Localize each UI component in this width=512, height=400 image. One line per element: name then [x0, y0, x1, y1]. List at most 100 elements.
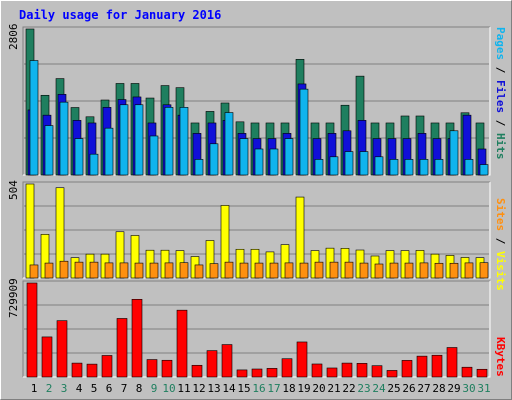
svg-text:Sites / Visits: Sites / Visits [494, 198, 507, 291]
pages-bar-day-14 [224, 112, 234, 176]
pages-bar-day-1 [29, 60, 39, 176]
x-tick-label-day-23: 23 [357, 382, 370, 395]
sites-bar-day-15 [239, 262, 249, 279]
pages-bar-day-16 [254, 148, 264, 176]
pages-bar-day-27 [419, 159, 429, 176]
pages-bar-day-10 [164, 107, 174, 176]
x-tick-label-day-5: 5 [91, 382, 98, 395]
kbytes-bar-day-6 [101, 355, 113, 378]
kbytes-bar-day-20 [311, 363, 323, 378]
kbytes-bar-day-14 [221, 344, 233, 378]
x-tick-label-day-19: 19 [297, 382, 310, 395]
x-tick-label-day-30: 30 [462, 382, 475, 395]
x-tick-label-day-7: 7 [121, 382, 128, 395]
sites-bar-day-24 [374, 263, 384, 279]
sites-bar-day-8 [134, 262, 144, 279]
legend-pages: Pages [494, 27, 507, 60]
sites-bar-day-5 [89, 261, 99, 279]
sites-bar-day-17 [269, 262, 279, 279]
x-tick-labels: 1 2 3 4 5 6 7 8 9 10 11 12 13 14 15 16 17 18 19 20 21 22 23 24 2… [31, 382, 491, 395]
pages-bar-day-18 [284, 138, 294, 176]
x-tick-label-day-27: 27 [417, 382, 430, 395]
pages-bar-day-17 [269, 148, 279, 176]
pages-bar-day-3 [59, 101, 69, 176]
sites-bar-day-29 [449, 262, 459, 279]
legend-files: Files [494, 80, 507, 113]
pages-bar-day-13 [209, 143, 219, 176]
panel3-ymax-label: 729909 [7, 278, 20, 318]
kbytes-bar-day-12 [191, 364, 203, 378]
pages-bar-day-21 [329, 156, 339, 176]
x-tick-label-day-10: 10 [162, 382, 175, 395]
pages-bar-day-7 [119, 104, 129, 176]
legend-kbytes: KBytes [494, 337, 507, 377]
x-tick-label-day-13: 13 [207, 382, 220, 395]
x-tick-label-day-18: 18 [282, 382, 295, 395]
sites-bar-day-31 [479, 262, 489, 279]
x-tick-label-day-6: 6 [106, 382, 113, 395]
sites-bar-day-11 [179, 262, 189, 279]
kbytes-bar-day-4 [71, 362, 83, 378]
pages-bar-day-26 [404, 159, 414, 176]
kbytes-bar-day-8 [131, 299, 143, 378]
pages-bar-day-30 [464, 159, 474, 176]
kbytes-bar-day-18 [281, 358, 293, 378]
x-tick-label-day-8: 8 [136, 382, 143, 395]
kbytes-bar-day-21 [326, 367, 338, 378]
x-tick-label-day-25: 25 [387, 382, 400, 395]
sites-bar-day-22 [344, 261, 354, 279]
x-tick-label-day-12: 12 [192, 382, 205, 395]
x-tick-label-day-4: 4 [76, 382, 83, 395]
legend-hits: Hits [494, 133, 507, 160]
kbytes-bar-day-3 [56, 320, 68, 378]
kbytes-bar-day-2 [41, 336, 53, 378]
kbytes-bar-day-30 [461, 366, 473, 378]
sites-bar-day-12 [194, 264, 204, 279]
sites-bar-day-16 [254, 262, 264, 279]
visits-bar-day-1 [25, 183, 35, 279]
sites-bar-day-19 [299, 262, 309, 279]
sites-bar-day-3 [59, 260, 69, 279]
pages-bar-day-11 [179, 107, 189, 176]
sites-bar-day-30 [464, 262, 474, 279]
x-tick-label-day-29: 29 [447, 382, 460, 395]
pages-bar-day-6 [104, 127, 114, 176]
x-tick-label-day-31: 31 [477, 382, 490, 395]
panel2-ymax-label: 504 [7, 180, 20, 200]
sites-bar-day-10 [164, 262, 174, 279]
x-tick-label-day-16: 16 [252, 382, 265, 395]
kbytes-bar-day-11 [176, 309, 188, 378]
kbytes-bar-day-31 [476, 368, 488, 378]
x-tick-label-day-22: 22 [342, 382, 355, 395]
kbytes-bar-day-5 [86, 363, 98, 378]
x-tick-label-day-2: 2 [46, 382, 53, 395]
pages-bar-day-5 [89, 153, 99, 176]
x-tick-label-day-26: 26 [402, 382, 415, 395]
sites-bar-day-2 [44, 262, 54, 279]
panel1-ymax-label: 2806 [7, 24, 20, 51]
legend-panel3: KBytes [494, 337, 507, 377]
x-tick-label-day-14: 14 [222, 382, 236, 395]
pages-bar-day-4 [74, 138, 84, 176]
x-tick-label-day-11: 11 [177, 382, 190, 395]
x-tick-label-day-24: 24 [372, 382, 386, 395]
x-tick-label-day-1: 1 [31, 382, 38, 395]
pages-bar-day-22 [344, 151, 354, 176]
kbytes-bar-day-28 [431, 354, 443, 378]
x-tick-label-day-9: 9 [151, 382, 158, 395]
kbytes-bar-day-22 [341, 362, 353, 378]
sites-bar-day-27 [419, 262, 429, 279]
legend-visits: Visits [494, 251, 507, 291]
kbytes-bar-day-24 [371, 365, 383, 378]
kbytes-bar-day-26 [401, 360, 413, 378]
kbytes-bar-day-15 [236, 369, 248, 378]
grid-lines [24, 63, 489, 354]
sites-bar-day-14 [224, 261, 234, 279]
pages-bar-day-2 [44, 125, 54, 176]
kbytes-bar-day-9 [146, 359, 158, 378]
sites-bar-day-6 [104, 262, 114, 279]
sites-bar-day-13 [209, 263, 219, 279]
sites-bar-day-23 [359, 262, 369, 279]
pages-bar-day-19 [299, 88, 309, 176]
kbytes-bar-day-23 [356, 363, 368, 378]
